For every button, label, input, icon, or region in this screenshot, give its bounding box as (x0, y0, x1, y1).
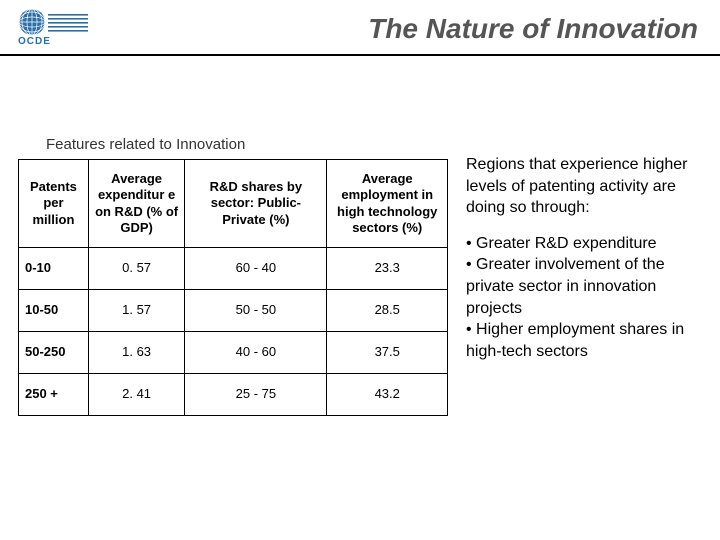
cell: 60 - 40 (185, 248, 327, 290)
cell: 37.5 (327, 332, 448, 374)
cell: 43.2 (327, 374, 448, 416)
content: Features related to Innovation Patents p… (0, 56, 720, 416)
table-header-row: Patents per million Average expenditur e… (19, 160, 448, 248)
cell: 23.3 (327, 248, 448, 290)
col-header-rd-shares: R&D shares by sector: Public-Private (%) (185, 160, 327, 248)
row-label: 10-50 (19, 290, 89, 332)
intro-text: Regions that experience higher levels of… (466, 154, 702, 219)
cell: 2. 41 (88, 374, 184, 416)
cell: 0. 57 (88, 248, 184, 290)
row-label: 250 + (19, 374, 89, 416)
innovation-table: Patents per million Average expenditur e… (18, 159, 448, 416)
table-panel: Features related to Innovation Patents p… (18, 136, 448, 416)
logo-acronym: OCDE (18, 36, 51, 47)
header: OCDE The Nature of Innovation (0, 0, 720, 56)
table-row: 0-10 0. 57 60 - 40 23.3 (19, 248, 448, 290)
cell: 28.5 (327, 290, 448, 332)
table-row: 50-250 1. 63 40 - 60 37.5 (19, 332, 448, 374)
cell: 25 - 75 (185, 374, 327, 416)
cell: 1. 63 (88, 332, 184, 374)
row-label: 0-10 (19, 248, 89, 290)
col-header-patents: Patents per million (19, 160, 89, 248)
oecd-logo: OCDE (18, 8, 90, 50)
bullet-list: • Greater R&D expenditure • Greater invo… (466, 233, 702, 363)
commentary-panel: Regions that experience higher levels of… (466, 136, 702, 416)
table-row: 10-50 1. 57 50 - 50 28.5 (19, 290, 448, 332)
bullet-item: • Greater involvement of the private sec… (466, 254, 702, 319)
row-label: 50-250 (19, 332, 89, 374)
cell: 40 - 60 (185, 332, 327, 374)
bullet-item: • Greater R&D expenditure (466, 233, 702, 255)
table-row: 250 + 2. 41 25 - 75 43.2 (19, 374, 448, 416)
table-caption: Features related to Innovation (18, 136, 448, 153)
cell: 1. 57 (88, 290, 184, 332)
page-title: The Nature of Innovation (102, 13, 702, 45)
bullet-item: • Higher employment shares in high-tech … (466, 319, 702, 362)
col-header-employment: Average employment in high technology se… (327, 160, 448, 248)
col-header-rd-exp: Average expenditur e on R&D (% of GDP) (88, 160, 184, 248)
cell: 50 - 50 (185, 290, 327, 332)
